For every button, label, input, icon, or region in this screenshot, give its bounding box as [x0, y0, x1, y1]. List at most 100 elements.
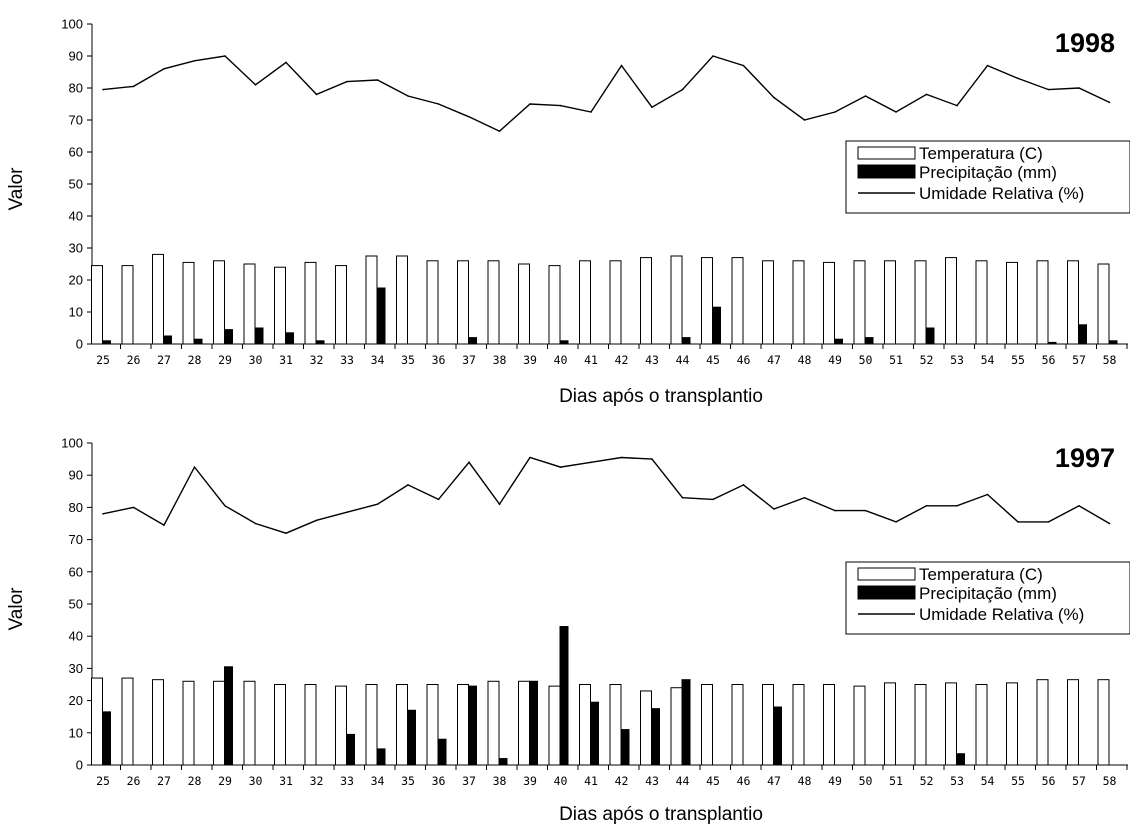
point-umidade-relativa	[316, 94, 318, 96]
bar-temperatura	[641, 258, 652, 344]
bar-temperatura	[549, 266, 560, 344]
x-tick-label: 54	[981, 353, 995, 367]
y-tick-label: 50	[69, 597, 83, 612]
bar-precipitacao	[225, 330, 233, 344]
point-umidade-relativa	[529, 457, 531, 459]
bar-precipitacao	[469, 686, 477, 765]
y-tick-label: 80	[69, 81, 83, 96]
bar-temperatura	[610, 261, 621, 344]
x-tick-label: 58	[1103, 774, 1117, 788]
y-tick-label: 60	[69, 564, 83, 579]
x-tick-label: 31	[279, 353, 293, 367]
x-tick-label: 53	[950, 353, 964, 367]
point-umidade-relativa	[194, 60, 196, 62]
bar-precipitacao	[835, 339, 843, 344]
bar-precipitacao	[316, 341, 324, 344]
point-umidade-relativa	[285, 62, 287, 64]
bar-temperatura	[1098, 680, 1109, 765]
bar-temperatura	[519, 264, 530, 344]
x-tick-label: 47	[767, 353, 781, 367]
bar-temperatura	[885, 683, 896, 765]
point-umidade-relativa	[621, 457, 623, 459]
bar-temperatura	[183, 262, 194, 344]
x-tick-label: 42	[615, 353, 629, 367]
point-umidade-relativa	[682, 89, 684, 91]
y-axis-label: Valor	[6, 587, 27, 631]
bar-precipitacao	[103, 712, 111, 765]
y-tick-label: 80	[69, 500, 83, 515]
point-umidade-relativa	[133, 507, 135, 509]
point-umidade-relativa	[956, 505, 958, 507]
bar-temperatura	[244, 264, 255, 344]
x-tick-label: 52	[920, 774, 934, 788]
bar-precipitacao	[530, 681, 538, 765]
bar-temperatura	[854, 261, 865, 344]
legend-swatch-precipitacao	[858, 586, 915, 599]
bar-temperatura	[793, 685, 804, 766]
bar-precipitacao	[408, 710, 416, 765]
point-umidade-relativa	[560, 105, 562, 107]
point-umidade-relativa	[407, 484, 409, 486]
bar-temperatura	[671, 256, 682, 344]
point-umidade-relativa	[743, 484, 745, 486]
x-tick-label: 36	[432, 353, 446, 367]
bar-temperatura	[92, 678, 103, 765]
bar-temperatura	[122, 266, 133, 344]
x-tick-label: 37	[462, 774, 476, 788]
bar-temperatura	[976, 261, 987, 344]
bar-precipitacao	[682, 680, 690, 765]
x-axis-label: Dias após o transplantio	[559, 804, 763, 825]
bar-precipitacao	[103, 341, 111, 344]
bar-temperatura	[641, 691, 652, 765]
y-tick-label: 100	[61, 17, 83, 32]
line-umidade-relativa	[103, 458, 1110, 534]
bar-temperatura	[305, 262, 316, 344]
point-umidade-relativa	[499, 503, 501, 505]
bar-precipitacao	[347, 734, 355, 765]
point-umidade-relativa	[926, 505, 928, 507]
bar-precipitacao	[1048, 342, 1056, 344]
bar-temperatura	[458, 261, 469, 344]
bar-temperatura	[1007, 262, 1018, 344]
x-tick-label: 26	[127, 353, 141, 367]
legend: Temperatura (C)Precipitação (mm) Umidade …	[846, 141, 1130, 213]
y-tick-label: 20	[69, 273, 83, 288]
y-tick-label: 20	[69, 693, 83, 708]
x-tick-label: 48	[798, 353, 812, 367]
x-tick-label: 40	[554, 774, 568, 788]
x-tick-label: 38	[493, 353, 507, 367]
point-umidade-relativa	[255, 523, 257, 525]
x-tick-label: 27	[157, 353, 171, 367]
x-tick-label: 44	[676, 774, 690, 788]
point-umidade-relativa	[468, 116, 470, 118]
chart-title: 1997	[1055, 443, 1115, 473]
x-tick-label: 57	[1072, 774, 1086, 788]
bar-temperatura	[153, 254, 164, 344]
bar-temperatura	[183, 681, 194, 765]
bar-precipitacao	[621, 730, 629, 765]
point-umidade-relativa	[865, 510, 867, 512]
bar-temperatura	[671, 688, 682, 765]
point-umidade-relativa	[468, 462, 470, 464]
x-tick-label: 46	[737, 353, 751, 367]
point-umidade-relativa	[102, 89, 104, 91]
y-tick-label: 10	[69, 305, 83, 320]
legend-label-umidade: Umidade Relativa (%)	[919, 605, 1084, 624]
bar-temperatura	[488, 681, 499, 765]
x-tick-label: 58	[1103, 353, 1117, 367]
x-tick-label: 38	[493, 774, 507, 788]
point-umidade-relativa	[224, 55, 226, 57]
legend-label-precipitacao: Precipitação (mm)	[919, 163, 1057, 182]
point-umidade-relativa	[529, 103, 531, 105]
bar-precipitacao	[652, 709, 660, 765]
x-tick-label: 32	[310, 774, 324, 788]
x-tick-label: 33	[340, 774, 354, 788]
bar-precipitacao	[1109, 341, 1117, 344]
x-tick-label: 34	[371, 774, 385, 788]
x-tick-label: 30	[249, 353, 263, 367]
point-umidade-relativa	[163, 68, 165, 70]
bar-precipitacao	[682, 338, 690, 344]
bar-precipitacao	[469, 338, 477, 344]
bar-precipitacao	[438, 739, 446, 765]
x-tick-label: 27	[157, 774, 171, 788]
